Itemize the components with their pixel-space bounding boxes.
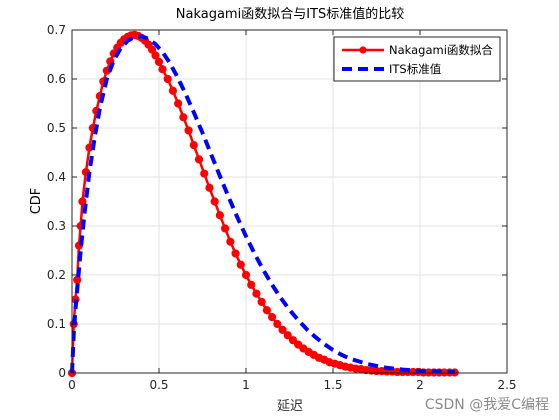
- series-point-nakagami: [151, 51, 160, 60]
- series-point-nakagami: [236, 260, 245, 269]
- series-point-nakagami: [78, 197, 87, 206]
- legend-box: [333, 36, 501, 82]
- x-tick-label: 2: [416, 378, 424, 392]
- series-point-nakagami: [241, 270, 251, 280]
- y-tick-label: 0.2: [47, 268, 66, 282]
- series-point-nakagami: [174, 99, 183, 108]
- legend: Nakagami函数拟合 ITS标准值: [333, 36, 501, 82]
- series-point-nakagami: [283, 331, 292, 340]
- series-point-nakagami: [158, 65, 167, 74]
- y-tick-label: 0: [58, 366, 66, 380]
- series-point-nakagami: [215, 211, 224, 220]
- series-point-nakagami: [73, 275, 82, 284]
- series-point-nakagami: [168, 86, 178, 95]
- series-point-nakagami: [268, 313, 277, 322]
- y-axis-label: CDF: [29, 188, 44, 215]
- x-tick-label: 1: [242, 378, 250, 392]
- series-point-nakagami: [189, 141, 198, 150]
- series-point-nakagami: [200, 169, 209, 178]
- series-point-nakagami: [273, 319, 282, 329]
- series-point-nakagami: [210, 197, 219, 206]
- series-point-nakagami: [257, 297, 266, 307]
- plot-background: [72, 30, 507, 373]
- series-point-nakagami: [184, 126, 193, 135]
- x-axis-label: 延迟: [277, 399, 303, 414]
- y-tick-label: 0.6: [47, 72, 66, 86]
- series-point-nakagami: [221, 224, 230, 233]
- series-point-nakagami: [154, 57, 164, 66]
- axes-frame: [71, 29, 508, 374]
- watermark: CSDN @我爱C编程: [424, 397, 549, 413]
- x-tick-label: 2.5: [497, 378, 516, 392]
- series-point-nakagami: [252, 289, 261, 298]
- series-point-nakagami: [262, 306, 271, 315]
- x-tick-label: 1.5: [323, 378, 342, 392]
- y-tick-label: 0.5: [47, 121, 66, 135]
- series-point-nakagami: [226, 237, 235, 246]
- series-point-nakagami: [247, 280, 256, 289]
- legend-label-its: ITS标准值: [389, 62, 442, 76]
- plot-area: 0 0.5 1 1.5 2 2.5 0 0.1 0.2 0.3 0.4 0.5 0.6 0.7: [47, 23, 517, 392]
- series-line-its: [70, 34, 455, 375]
- series-point-nakagami: [288, 336, 298, 345]
- legend-marker-nakagami: [359, 46, 367, 54]
- x-tick-label: 0: [68, 378, 76, 392]
- x-tick-label: 0.5: [149, 378, 168, 392]
- y-tick-label: 0.3: [47, 219, 66, 233]
- series-point-nakagami: [163, 74, 172, 84]
- series-point-nakagami: [278, 325, 287, 334]
- series-point-nakagami: [179, 113, 188, 122]
- legend-label-nakagami: Nakagami函数拟合: [389, 43, 493, 57]
- series-point-nakagami: [147, 45, 157, 54]
- series-point-nakagami: [231, 249, 240, 258]
- y-tick-label: 0.7: [47, 23, 66, 37]
- y-tick-label: 0.4: [47, 170, 66, 184]
- series-point-nakagami: [205, 183, 214, 192]
- y-tick-label: 0.1: [47, 317, 66, 331]
- chart-title: Nakagami函数拟合与ITS标准值的比较: [176, 6, 404, 22]
- series-point-nakagami: [194, 155, 204, 164]
